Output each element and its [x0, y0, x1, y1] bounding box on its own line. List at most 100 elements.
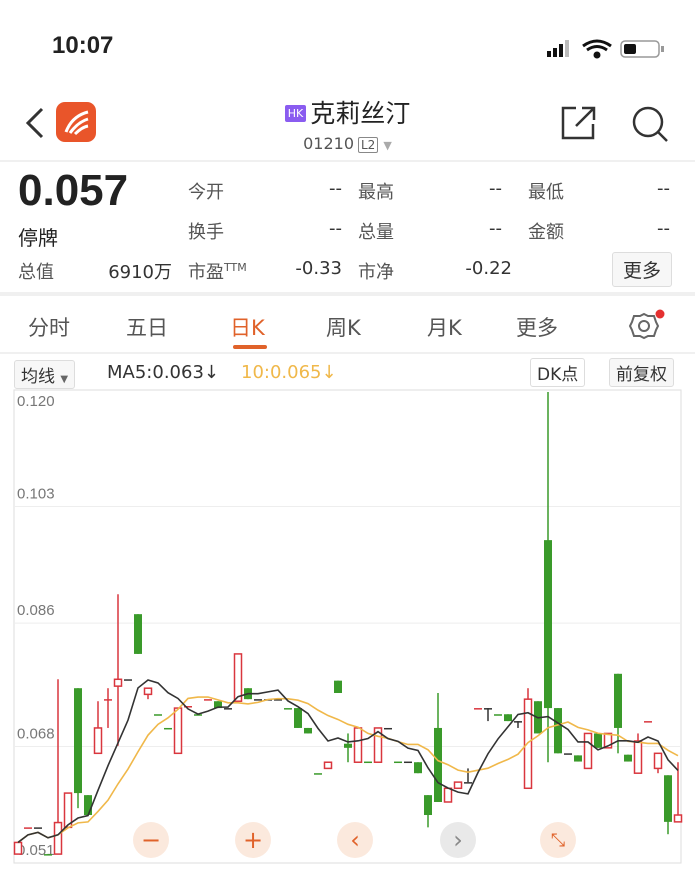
zoom-in-button[interactable]: +: [235, 822, 271, 858]
dropdown-icon[interactable]: ▼: [383, 139, 392, 152]
stat-value: --: [657, 178, 670, 199]
stat-value: --: [489, 218, 502, 239]
candle-body: [254, 699, 262, 701]
back-icon[interactable]: [24, 106, 46, 140]
candle-body: [594, 733, 602, 748]
scroll-right-button[interactable]: ›: [440, 822, 476, 858]
market-cap-label: 总值: [18, 262, 54, 283]
fullscreen-button[interactable]: ⤡: [540, 822, 576, 858]
candle-body: [544, 540, 552, 709]
kline-chart[interactable]: 0.120 0.103 0.086 0.068 0.051: [0, 386, 695, 870]
candle-body: [564, 753, 572, 755]
candle-body: [624, 754, 632, 762]
signal-icon: [547, 40, 569, 57]
stat-value: --: [329, 218, 342, 239]
candle-body: [294, 708, 302, 728]
candle-body: [173, 707, 183, 755]
divider: [0, 160, 695, 162]
candle-body: [373, 727, 383, 763]
candle-body: [194, 714, 202, 716]
ma10-line: [17, 696, 679, 844]
stat-value: --: [329, 178, 342, 199]
stock-code-row[interactable]: 01210 L2 ▼: [0, 134, 695, 153]
candle-body: [453, 781, 463, 790]
notification-dot: [655, 309, 665, 319]
candle-body: [63, 792, 73, 829]
chevron-left-icon: ‹: [350, 826, 360, 854]
candle-body: [394, 761, 402, 764]
battery-icon: [620, 40, 664, 58]
more-stats-button[interactable]: 更多: [612, 252, 673, 287]
stat-value: --: [657, 218, 670, 239]
tab-3[interactable]: 周K: [326, 316, 361, 340]
pb-value: -0.22: [465, 258, 512, 279]
candle-body: [614, 673, 622, 728]
stat-label: 最低: [528, 182, 564, 203]
market-badge: HK: [284, 105, 307, 122]
zoom-out-button[interactable]: −: [133, 822, 169, 858]
candle-body: [434, 727, 442, 802]
stock-title: HK 克莉丝汀: [0, 94, 695, 130]
candle-body: [304, 727, 312, 734]
plus-icon: +: [242, 826, 264, 854]
candle-body: [484, 708, 492, 710]
candle-body: [404, 761, 412, 764]
stat-label: 金额: [528, 222, 564, 243]
stock-code: 01210: [303, 134, 354, 153]
dk-point-button[interactable]: DK点: [530, 358, 586, 387]
candle-body: [603, 732, 613, 749]
candle-body: [93, 727, 103, 755]
ma10-value: 10:0.065↓: [241, 362, 337, 383]
stat-label: 今开: [188, 182, 224, 203]
tab-0[interactable]: 分时: [28, 316, 70, 340]
candle-body: [653, 752, 663, 770]
status-icons: [547, 39, 664, 59]
level-badge: L2: [358, 137, 379, 153]
candle-body: [143, 687, 153, 696]
y-tick-label: 0.086: [17, 602, 55, 619]
candle-body: [13, 841, 23, 855]
candle-body: [224, 708, 232, 710]
wifi-icon: [582, 39, 612, 59]
candle-body: [74, 688, 82, 794]
tab-4[interactable]: 月K: [427, 316, 462, 340]
active-tab-indicator: [233, 345, 267, 349]
candle-body: [44, 854, 52, 856]
candle-body: [154, 714, 162, 716]
stat-value: --: [489, 178, 502, 199]
pb-label: 市净: [358, 262, 394, 283]
market-cap-value: 6910万: [108, 262, 172, 283]
adjust-button[interactable]: 前复权: [609, 358, 674, 387]
indicator-select[interactable]: 均线 ▼: [14, 360, 76, 389]
candle-body: [574, 755, 582, 762]
stock-name: 克莉丝汀: [310, 99, 411, 128]
candle-body: [443, 787, 453, 803]
settings-icon[interactable]: [628, 308, 668, 344]
ma5-line: [17, 679, 679, 844]
tab-2[interactable]: 日K: [230, 316, 265, 340]
chevron-right-icon: ›: [453, 826, 463, 854]
candle-body: [384, 727, 392, 730]
stat-label: 总量: [358, 222, 394, 243]
current-price: 0.057: [18, 166, 129, 215]
share-icon[interactable]: [560, 104, 598, 142]
candle-body: [233, 653, 243, 702]
minus-icon: −: [140, 826, 162, 854]
tab-5[interactable]: 更多: [516, 316, 558, 340]
candle-body: [134, 614, 142, 654]
candle-body: [113, 678, 123, 687]
y-tick-label: 0.120: [17, 393, 55, 410]
scroll-left-button[interactable]: ‹: [337, 822, 373, 858]
tab-1[interactable]: 五日: [126, 316, 168, 340]
candle-body: [514, 721, 522, 723]
y-tick-label: 0.068: [17, 725, 55, 742]
candle-body: [673, 814, 683, 823]
candle-body: [164, 727, 172, 730]
candle-body: [344, 743, 352, 748]
pe-label: 市盈TTM: [188, 261, 247, 283]
candle-body: [53, 821, 63, 855]
stat-label: 最高: [358, 182, 394, 203]
candle-body: [284, 708, 292, 710]
candle-body: [24, 827, 32, 829]
search-icon[interactable]: [630, 104, 670, 144]
